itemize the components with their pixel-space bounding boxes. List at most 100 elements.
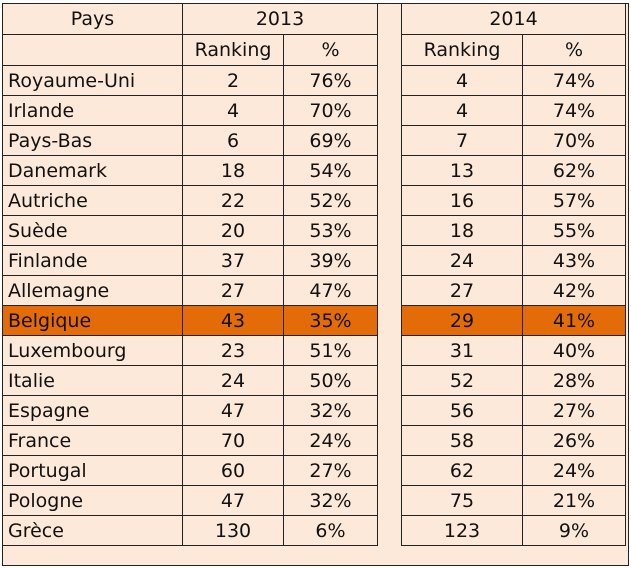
rank-2014-cell: 31 xyxy=(401,335,523,366)
rank-2014-cell: 123 xyxy=(401,515,523,546)
rank-2013-cell: 20 xyxy=(182,215,284,246)
percent-2013-cell: 50% xyxy=(283,365,378,396)
rank-2013-cell: 6 xyxy=(182,125,284,156)
rank-2013-cell: 43 xyxy=(182,305,284,336)
rank-2013-cell: 2 xyxy=(182,65,284,96)
rank-2014-cell: 75 xyxy=(401,485,523,516)
percent-2013-cell: 32% xyxy=(283,395,378,426)
percent-2014-cell: 57% xyxy=(522,185,626,216)
column-gap xyxy=(377,3,402,35)
column-gap xyxy=(377,395,402,426)
empty-header-cell xyxy=(2,34,183,66)
percent-2013-cell: 47% xyxy=(283,275,378,306)
percent-2014-cell: 62% xyxy=(522,155,626,186)
column-gap xyxy=(377,185,402,216)
table-row: Pologne 47 32% 75 21% xyxy=(2,485,626,516)
rank-2014-cell: 52 xyxy=(401,365,523,396)
percent-2013-cell: 39% xyxy=(283,245,378,276)
percent-2014-cell: 27% xyxy=(522,395,626,426)
rank-2014-cell: 24 xyxy=(401,245,523,276)
year-2013-header: 2013 xyxy=(182,3,378,35)
country-cell: Autriche xyxy=(2,185,183,216)
country-cell: Finlande xyxy=(2,245,183,276)
column-gap xyxy=(377,515,402,546)
country-cell: Pologne xyxy=(2,485,183,516)
percent-2013-cell: 70% xyxy=(283,95,378,126)
rank-2014-cell: 29 xyxy=(401,305,523,336)
ranking-table: Pays 2013 2014 Ranking % Ranking % Royau… xyxy=(2,3,626,546)
rank-2013-cell: 4 xyxy=(182,95,284,126)
percent-2013-cell: 32% xyxy=(283,485,378,516)
table-row: Suède 20 53% 18 55% xyxy=(2,215,626,246)
rank-2014-cell: 18 xyxy=(401,215,523,246)
rank-2014-cell: 13 xyxy=(401,155,523,186)
percent-2014-cell: 55% xyxy=(522,215,626,246)
rank-2013-cell: 130 xyxy=(182,515,284,546)
rank-2014-cell: 4 xyxy=(401,65,523,96)
percent-2013-cell: 35% xyxy=(283,305,378,336)
rank-2013-cell: 70 xyxy=(182,425,284,456)
percent-2014-cell: 24% xyxy=(522,455,626,486)
percent-2013-cell: 6% xyxy=(283,515,378,546)
country-cell: Luxembourg xyxy=(2,335,183,366)
percent-2014-cell: 41% xyxy=(522,305,626,336)
rank-2014-cell: 58 xyxy=(401,425,523,456)
table-row: Autriche 22 52% 16 57% xyxy=(2,185,626,216)
country-header: Pays xyxy=(2,3,183,35)
percent-2013-cell: 51% xyxy=(283,335,378,366)
country-cell: Espagne xyxy=(2,395,183,426)
country-cell: France xyxy=(2,425,183,456)
percent-2014-cell: 74% xyxy=(522,65,626,96)
rank-2014-cell: 4 xyxy=(401,95,523,126)
table-row: Italie 24 50% 52 28% xyxy=(2,365,626,396)
column-gap xyxy=(377,245,402,276)
percent-2014-cell: 9% xyxy=(522,515,626,546)
country-cell: Danemark xyxy=(2,155,183,186)
rank-2013-cell: 22 xyxy=(182,185,284,216)
country-cell: Allemagne xyxy=(2,275,183,306)
percent-2013-cell: 27% xyxy=(283,455,378,486)
table-row: Allemagne 27 47% 27 42% xyxy=(2,275,626,306)
column-gap xyxy=(377,125,402,156)
header-row-years: Pays 2013 2014 xyxy=(2,3,626,35)
rank-2013-cell: 37 xyxy=(182,245,284,276)
rank-2014-cell: 16 xyxy=(401,185,523,216)
country-cell: Belgique xyxy=(2,305,183,336)
country-cell: Suède xyxy=(2,215,183,246)
table-row: Grèce 130 6% 123 9% xyxy=(2,515,626,546)
country-cell: Pays-Bas xyxy=(2,125,183,156)
table-row: Espagne 47 32% 56 27% xyxy=(2,395,626,426)
table-row: Royaume-Uni 2 76% 4 74% xyxy=(2,65,626,96)
column-gap xyxy=(377,335,402,366)
rank-2013-cell: 47 xyxy=(182,485,284,516)
percent-2014-cell: 70% xyxy=(522,125,626,156)
percent-2013-header: % xyxy=(283,34,378,66)
ranking-2013-header: Ranking xyxy=(182,34,284,66)
header-row-metrics: Ranking % Ranking % xyxy=(2,34,626,66)
rank-2013-cell: 18 xyxy=(182,155,284,186)
country-cell: Italie xyxy=(2,365,183,396)
percent-2014-cell: 26% xyxy=(522,425,626,456)
column-gap xyxy=(377,155,402,186)
ranking-table-container: Pays 2013 2014 Ranking % Ranking % Royau… xyxy=(2,3,629,566)
table-row: Portugal 60 27% 62 24% xyxy=(2,455,626,486)
country-cell: Grèce xyxy=(2,515,183,546)
column-gap xyxy=(377,65,402,96)
country-cell: Royaume-Uni xyxy=(2,65,183,96)
column-gap xyxy=(377,455,402,486)
rank-2013-cell: 60 xyxy=(182,455,284,486)
column-gap xyxy=(377,34,402,66)
percent-2013-cell: 69% xyxy=(283,125,378,156)
year-2014-header: 2014 xyxy=(401,3,626,35)
percent-2014-cell: 40% xyxy=(522,335,626,366)
column-gap xyxy=(377,305,402,336)
table-row: Finlande 37 39% 24 43% xyxy=(2,245,626,276)
ranking-2014-header: Ranking xyxy=(401,34,523,66)
table-row: France 70 24% 58 26% xyxy=(2,425,626,456)
percent-2014-cell: 74% xyxy=(522,95,626,126)
column-gap xyxy=(377,485,402,516)
column-gap xyxy=(377,215,402,246)
percent-2014-cell: 21% xyxy=(522,485,626,516)
percent-2013-cell: 76% xyxy=(283,65,378,96)
rank-2013-cell: 27 xyxy=(182,275,284,306)
